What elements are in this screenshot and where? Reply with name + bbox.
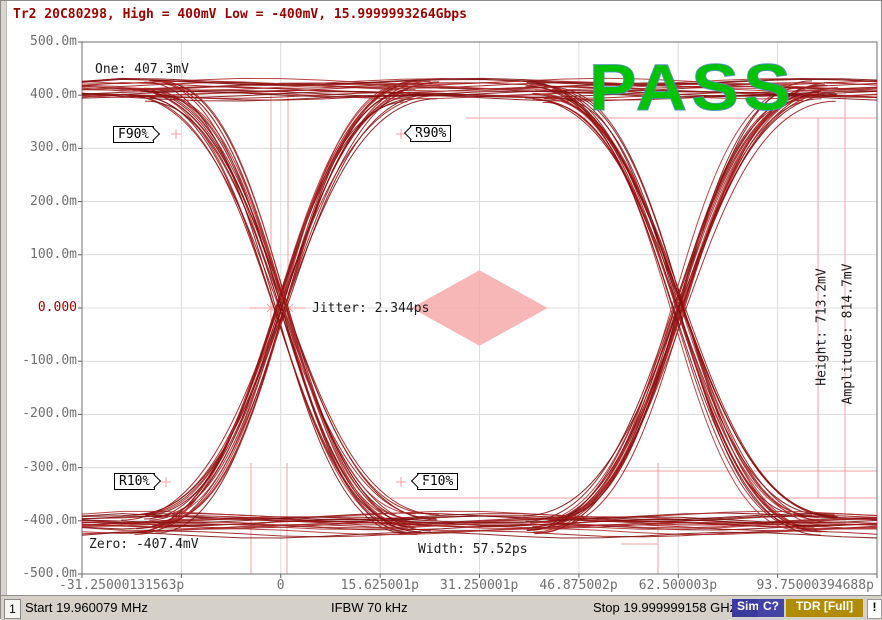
flag-f90: F90% — [113, 126, 155, 143]
flag-r90: R90% — [410, 125, 452, 142]
status-bar: 1 Start 19.960079 MHz IFBW 70 kHz Stop 1… — [1, 595, 882, 620]
jitter-readout: Jitter: 2.344ps — [312, 301, 430, 316]
alert-indicator: ! — [867, 599, 882, 619]
flag-f90-label: F90% — [118, 127, 150, 142]
pass-indicator: PASS — [588, 50, 796, 125]
plot-region[interactable]: -31.25000131563p 0 15.625001p 31.250001p 46.… — [1, 1, 882, 595]
correction-badge[interactable]: C? — [758, 599, 784, 617]
sim-badge[interactable]: Sim — [732, 599, 765, 617]
one-level-readout: One: 407.3mV — [95, 62, 189, 77]
status-ifbw: IFBW 70 kHz — [331, 600, 408, 615]
flag-r10-label: R10% — [119, 474, 151, 489]
flag-f10: F10% — [417, 473, 459, 490]
tdr-mode-badge[interactable]: TDR [Full] — [786, 599, 863, 617]
flag-r10: R10% — [114, 473, 156, 490]
status-stop-frequency: Stop 19.999999158 GHz — [593, 600, 737, 615]
channel-indicator: 1 — [4, 599, 21, 619]
width-readout: Width: 57.52ps — [418, 542, 528, 557]
flag-r90-label: R90% — [415, 126, 447, 141]
flag-f10-label: F10% — [422, 474, 454, 489]
eye-diagram-canvas — [78, 41, 878, 578]
height-readout: Height: 713.2mV — [814, 268, 830, 386]
zero-level-readout: Zero: -407.4mV — [89, 537, 199, 552]
trace-title: Tr2 20C80298, High = 400mV Low = -400mV,… — [13, 7, 467, 22]
amplitude-readout: Amplitude: 814.7mV — [840, 263, 856, 405]
status-start-frequency: Start 19.960079 MHz — [25, 600, 148, 615]
window-left-edge — [1, 1, 7, 595]
